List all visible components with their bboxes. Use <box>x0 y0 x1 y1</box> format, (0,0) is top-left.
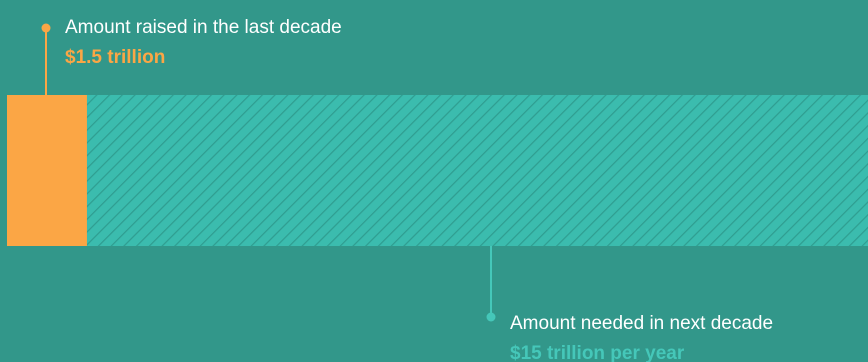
bar-amount-needed <box>7 95 868 246</box>
marker-dot-raised <box>41 23 51 33</box>
value-amount-needed: $15 trillion per year <box>510 343 685 362</box>
bar-amount-raised <box>7 95 87 246</box>
marker-dot-needed <box>486 312 496 322</box>
label-amount-needed: Amount needed in next decade <box>510 313 773 334</box>
label-amount-raised: Amount raised in the last decade <box>65 17 342 38</box>
value-amount-raised: $1.5 trillion <box>65 47 165 68</box>
